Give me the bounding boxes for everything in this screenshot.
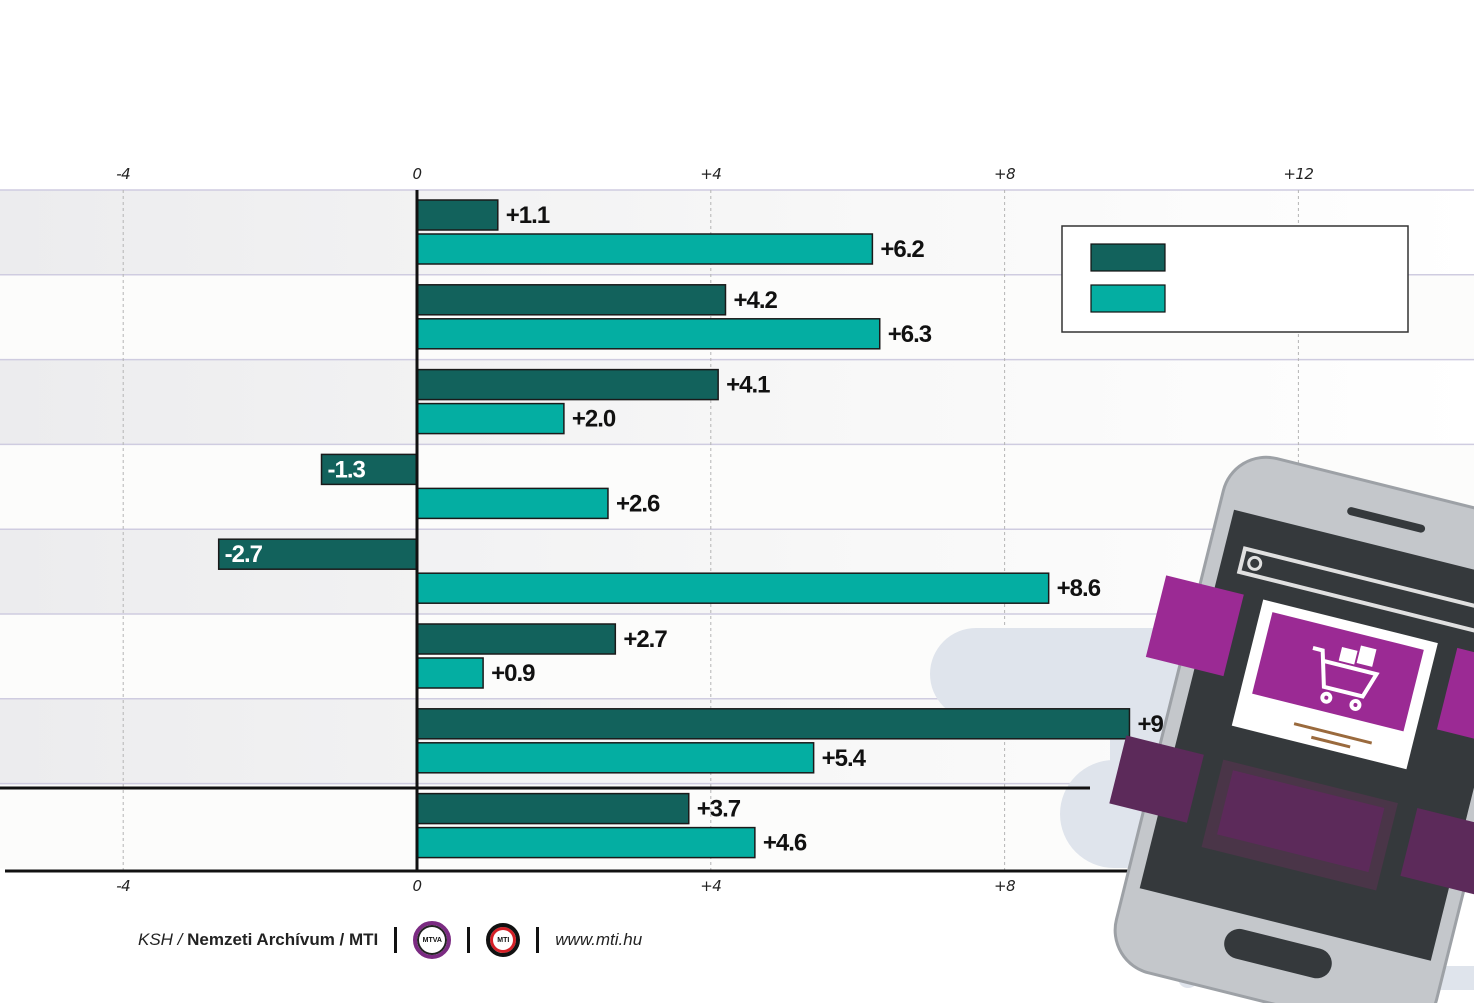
row-band bbox=[0, 359, 1474, 445]
bars bbox=[217, 199, 1131, 859]
data-label: +6.3 bbox=[888, 321, 932, 348]
source-name: Nemzeti Archívum / MTI bbox=[187, 930, 379, 949]
value-labels: +1.1+4.2+4.1-1.3-2.7+2.7+9.7+3.7+6.2+6.3… bbox=[225, 202, 1183, 857]
data-label: +4.2 bbox=[733, 287, 777, 314]
data-label: -2.7 bbox=[225, 541, 263, 568]
data-label: -1.3 bbox=[328, 456, 366, 483]
x-tick-label-top: -4 bbox=[116, 165, 130, 183]
mti-logo: MTI bbox=[486, 923, 521, 957]
bar-series-2 bbox=[416, 742, 815, 774]
bar-series-1 bbox=[416, 284, 727, 316]
x-tick-label-bottom: 0 bbox=[412, 877, 421, 895]
bar-series-1 bbox=[416, 368, 719, 401]
data-label: +4.1 bbox=[726, 372, 770, 399]
x-tick-label-bottom: -4 bbox=[116, 877, 130, 895]
data-label: +8.6 bbox=[1057, 575, 1101, 602]
legend-swatch-series-1 bbox=[1090, 243, 1166, 272]
data-label: +2.6 bbox=[616, 490, 660, 517]
bar-series-1 bbox=[416, 199, 499, 231]
data-label: +2.7 bbox=[623, 626, 667, 653]
bar-series-2 bbox=[416, 233, 874, 265]
bottom-axis: -4 0 +4 +8 bbox=[116, 877, 1015, 895]
x-tick-label-top: 0 bbox=[412, 165, 421, 183]
source-prefix: KSH / bbox=[138, 930, 183, 949]
legend-box bbox=[1061, 225, 1409, 333]
x-tick-label-top: +8 bbox=[994, 165, 1015, 183]
bar-series-1 bbox=[416, 623, 617, 655]
x-tick-label-top: +4 bbox=[700, 165, 721, 183]
legend bbox=[1061, 225, 1409, 333]
data-label: +2.0 bbox=[572, 406, 616, 433]
data-label: +0.9 bbox=[491, 660, 535, 687]
top-axis: -4 0 +4 +8 +12 bbox=[116, 165, 1314, 183]
data-label: +1.1 bbox=[506, 202, 550, 229]
data-label: +3.7 bbox=[697, 796, 741, 823]
bar-series-1 bbox=[416, 792, 690, 825]
data-label: +6.2 bbox=[880, 236, 924, 263]
data-label: +4.6 bbox=[763, 830, 807, 857]
x-tick-label-bottom: +4 bbox=[700, 877, 721, 895]
footer-divider bbox=[536, 927, 540, 953]
bar-series-1 bbox=[217, 538, 418, 570]
bar-series-2 bbox=[416, 402, 565, 435]
footer-divider bbox=[467, 927, 471, 953]
source-footer: KSH / Nemzeti Archívum / MTI MTVA MTI ww… bbox=[138, 916, 642, 964]
x-tick-label-top: +12 bbox=[1283, 165, 1313, 183]
bar-series-1 bbox=[416, 708, 1131, 740]
bar-series-2 bbox=[416, 318, 881, 350]
data-label: +5.4 bbox=[822, 745, 867, 772]
x-tick-label-bottom: +8 bbox=[994, 877, 1015, 895]
footer-divider bbox=[394, 927, 398, 953]
legend-swatch-series-2 bbox=[1090, 284, 1166, 313]
website-url: www.mti.hu bbox=[555, 930, 643, 949]
bar-series-2 bbox=[416, 572, 1050, 604]
bar-series-2 bbox=[416, 487, 609, 520]
bar-series-2 bbox=[416, 826, 756, 859]
smartphone-shopping-cart-icon bbox=[1109, 455, 1474, 1003]
mtva-logo: MTVA bbox=[413, 921, 452, 959]
bar-series-2 bbox=[416, 657, 484, 689]
